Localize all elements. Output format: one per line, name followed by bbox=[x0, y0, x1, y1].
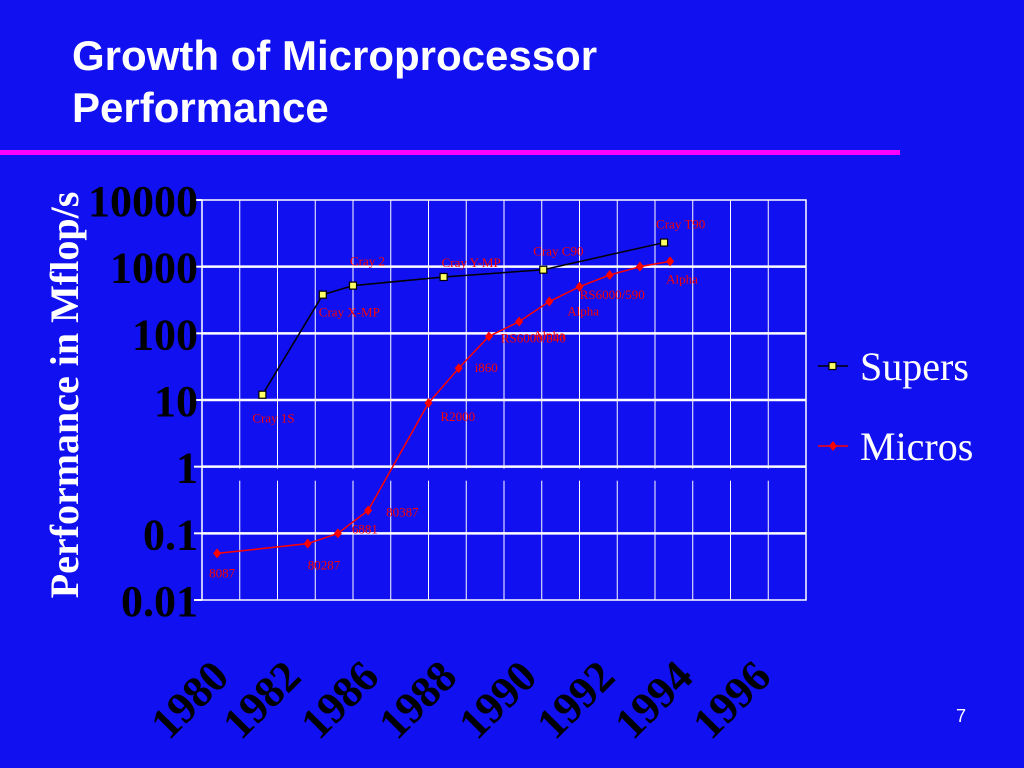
data-point-supers bbox=[439, 272, 448, 282]
x-tick-label: 1982 bbox=[213, 651, 310, 748]
data-label: Alpha bbox=[666, 271, 698, 286]
data-label: Cray C90 bbox=[533, 244, 583, 259]
legend-label-micros: Micros bbox=[860, 424, 973, 469]
page-number: 7 bbox=[956, 706, 967, 726]
legend-marker-supers bbox=[828, 361, 837, 371]
data-label: 80287 bbox=[308, 558, 341, 573]
x-tick-label: 1980 bbox=[141, 651, 238, 748]
y-tick-label: 0.1 bbox=[143, 510, 198, 559]
x-tick-label: 1994 bbox=[605, 651, 702, 748]
axis-break-band bbox=[203, 468, 805, 481]
data-label: RS6000/540 bbox=[501, 330, 566, 345]
data-point-micros bbox=[303, 538, 312, 549]
data-label: Cray Y-MP bbox=[442, 255, 501, 270]
data-label: Cray 2 bbox=[350, 254, 385, 269]
data-point-supers bbox=[258, 390, 267, 399]
data-label: 80387 bbox=[386, 505, 419, 520]
data-point-micros bbox=[484, 331, 493, 342]
y-tick-label: 1000 bbox=[110, 244, 198, 293]
data-point-micros bbox=[213, 548, 222, 559]
data-point-micros bbox=[364, 505, 373, 516]
data-point-micros bbox=[575, 281, 584, 292]
data-point-supers bbox=[348, 281, 358, 290]
data-point-micros bbox=[666, 256, 675, 267]
x-tick-label: 1990 bbox=[449, 651, 546, 748]
data-label: Cray 1S bbox=[252, 411, 294, 426]
x-tick-label: 1988 bbox=[369, 651, 466, 748]
legend-label-supers: Supers bbox=[860, 344, 969, 389]
data-point-micros bbox=[515, 316, 524, 327]
data-label: R2000 bbox=[441, 409, 476, 424]
data-label: 6881 bbox=[352, 521, 378, 536]
data-point-micros bbox=[454, 363, 463, 374]
data-label: i860 bbox=[475, 360, 498, 375]
y-tick-label: 10 bbox=[154, 377, 198, 426]
data-label: 8087 bbox=[209, 565, 236, 580]
y-tick-label: 0.01 bbox=[121, 577, 198, 626]
data-point-supers bbox=[539, 265, 548, 274]
y-tick-label: 100 bbox=[132, 310, 198, 359]
slide-title-line-1: Growth of Microprocessor bbox=[72, 32, 598, 79]
y-tick-label: 1 bbox=[176, 444, 198, 493]
data-label: RS6000/590 bbox=[580, 287, 645, 302]
x-tick-label: 1986 bbox=[291, 651, 388, 748]
x-tick-label: 1996 bbox=[683, 651, 780, 748]
data-label: Alpha bbox=[533, 328, 565, 343]
data-point-supers bbox=[318, 290, 327, 299]
data-point-micros bbox=[424, 398, 433, 409]
y-tick-label: 10000 bbox=[88, 177, 198, 226]
data-point-supers bbox=[659, 238, 669, 247]
data-point-micros bbox=[545, 296, 554, 307]
data-label: Alpha bbox=[567, 304, 599, 319]
data-point-micros bbox=[333, 528, 342, 539]
data-label: Cray T90 bbox=[656, 217, 705, 232]
data-point-micros bbox=[635, 261, 644, 272]
title-accent-rule bbox=[0, 150, 900, 155]
y-axis-label: Performance in Mflop/s bbox=[42, 192, 87, 599]
data-label: Cray X-MP bbox=[319, 305, 380, 320]
x-tick-label: 1992 bbox=[527, 651, 624, 748]
series-line-supers bbox=[261, 241, 665, 396]
slide-title-line-2: Performance bbox=[72, 84, 329, 131]
data-point-micros bbox=[605, 269, 614, 280]
legend-marker-micros bbox=[829, 441, 837, 451]
slide-title: Growth of Microprocessor Performance bbox=[72, 30, 597, 134]
